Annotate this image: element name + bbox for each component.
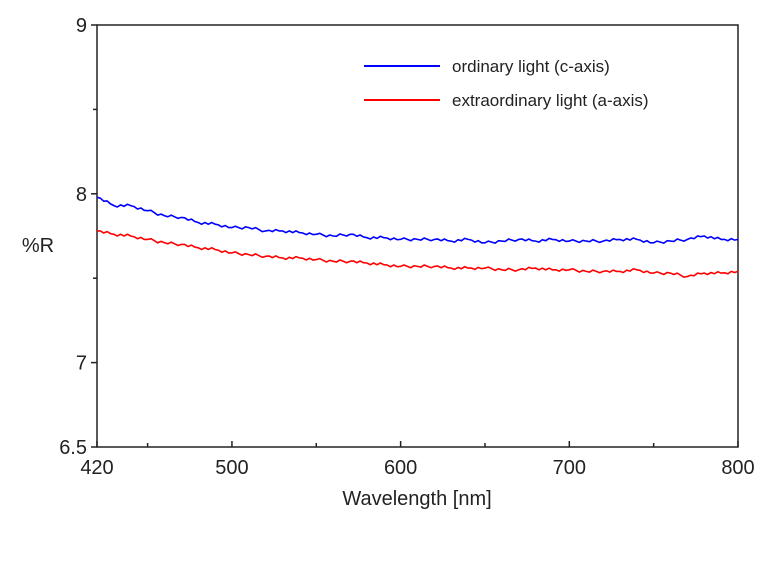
y-tick-label: 8 [76,184,87,206]
series-line-1 [97,230,739,279]
series-line-0 [96,196,739,244]
x-tick-label: 800 [721,457,754,479]
legend-label-1: extraordinary light (a-axis) [452,91,649,110]
x-axis-label: Wavelength [nm] [342,488,491,510]
y-axis-label: %R [22,235,54,257]
x-tick-label: 500 [215,457,248,479]
x-tick-label: 420 [80,457,113,479]
plot-frame [96,24,739,448]
y-tick-label: 7 [76,353,87,375]
y-tick-label: 6.5 [59,437,87,459]
x-tick-label: 700 [553,457,586,479]
legend-label-0: ordinary light (c-axis) [452,57,610,76]
y-tick-label: 9 [76,15,87,37]
x-tick-label: 600 [384,457,417,479]
